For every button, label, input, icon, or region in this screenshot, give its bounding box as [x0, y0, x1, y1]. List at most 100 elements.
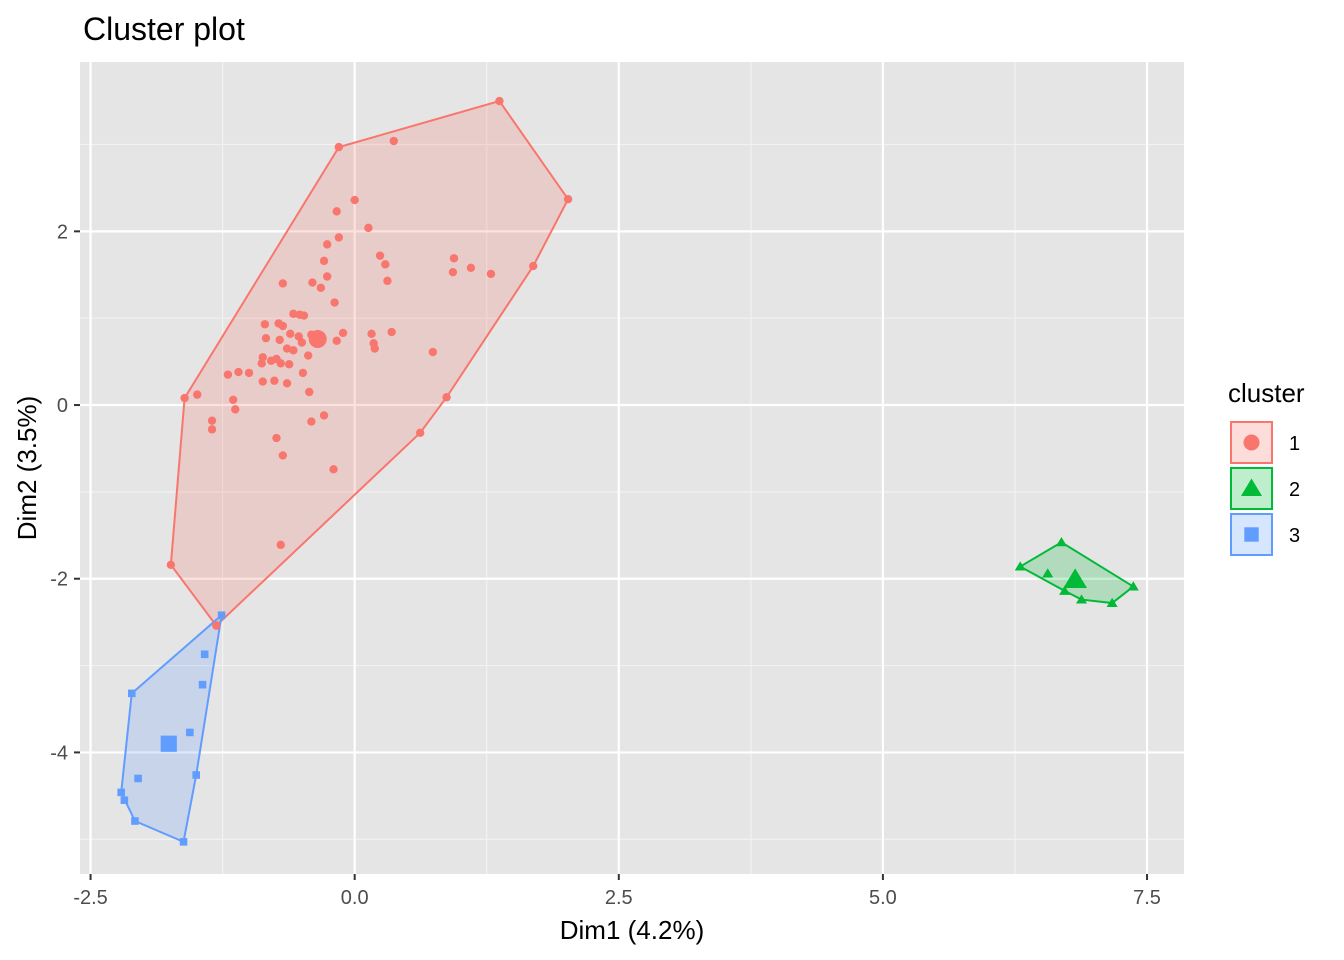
- cluster-1-point: [323, 272, 332, 281]
- cluster-1-point: [332, 207, 341, 216]
- cluster-1-point: [284, 360, 294, 369]
- legend-title: cluster: [1228, 378, 1305, 408]
- y-tick-label: 2: [57, 221, 68, 243]
- cluster-1-point: [180, 393, 189, 403]
- cluster-3-point: [186, 728, 194, 737]
- cluster-1-point: [449, 254, 459, 263]
- legend-symbol-3: [1244, 527, 1259, 542]
- legend: cluster 1 2 3: [1228, 378, 1305, 556]
- cluster-1-point: [278, 279, 288, 288]
- cluster-1-point: [338, 328, 348, 338]
- cluster-1-point: [307, 417, 316, 426]
- cluster-1-point: [486, 269, 496, 279]
- cluster-1-point: [282, 379, 292, 388]
- cluster-1-point: [529, 261, 538, 271]
- cluster-1-point: [442, 393, 451, 402]
- legend-symbol-2: [1241, 478, 1262, 496]
- y-tick-label: -4: [50, 742, 68, 764]
- cluster-1-point: [563, 195, 573, 204]
- cluster-2-center: [1063, 568, 1087, 589]
- x-tick-label: -2.5: [73, 887, 107, 909]
- cluster-1-point: [334, 142, 344, 152]
- cluster-1-point: [278, 451, 288, 460]
- cluster-1-point: [387, 327, 396, 337]
- cluster-1-point: [257, 359, 266, 368]
- cluster-1-point: [381, 260, 390, 269]
- cluster-1-point: [334, 233, 344, 242]
- cluster-1-point: [350, 195, 359, 205]
- legend-key-3: [1230, 513, 1273, 556]
- cluster-3-point: [117, 788, 125, 797]
- x-tick-label: 0.0: [341, 887, 369, 909]
- cluster-points: [117, 96, 1139, 846]
- cluster-3-point: [120, 796, 129, 804]
- cluster-1-point: [276, 359, 285, 368]
- cluster-1-point: [364, 223, 373, 233]
- cluster-1-point: [316, 283, 326, 292]
- x-axis: -2.5 0.0 2.5 5.0 7.5: [73, 874, 1161, 909]
- cluster-1-point: [298, 368, 308, 378]
- cluster-1-point: [428, 347, 438, 357]
- cluster-2-point: [1076, 594, 1088, 604]
- cluster-1-point: [305, 387, 314, 397]
- cluster-1-point: [383, 276, 392, 286]
- cluster-1-point: [466, 263, 476, 273]
- cluster-1-center: [308, 330, 327, 349]
- cluster-1-point: [319, 256, 329, 266]
- cluster-1-point: [261, 333, 271, 343]
- cluster-1-point: [495, 96, 504, 106]
- cluster-3-point: [198, 680, 207, 689]
- cluster-1-point: [448, 267, 458, 277]
- x-axis-title: Dim1 (4.2%): [560, 915, 704, 945]
- cluster-3-point: [179, 838, 188, 846]
- y-tick-label: 0: [57, 395, 68, 417]
- cluster-1-point: [212, 621, 221, 630]
- cluster-1-point: [275, 335, 284, 345]
- y-tick-label: -2: [50, 569, 68, 591]
- cluster-1-point: [234, 367, 243, 377]
- cluster-2-point: [1014, 561, 1026, 571]
- cluster-2-point: [1127, 581, 1139, 591]
- cluster-1-point: [278, 321, 288, 331]
- chart-title: Cluster plot: [83, 11, 245, 47]
- cluster-1-point: [223, 370, 233, 379]
- cluster-1-point: [389, 136, 398, 146]
- cluster-1-point: [267, 356, 276, 365]
- cluster-1-point: [272, 433, 281, 443]
- cluster-3-center: [160, 735, 177, 752]
- legend-symbol-1: [1243, 434, 1260, 451]
- cluster-1-point: [276, 540, 285, 550]
- legend-label-1: 1: [1289, 433, 1300, 455]
- cluster-3-point: [217, 611, 226, 619]
- cluster-1-point: [370, 344, 379, 353]
- cluster-1-point: [286, 329, 295, 339]
- cluster-1-point: [415, 428, 425, 438]
- cluster-1-point: [258, 377, 267, 386]
- legend-label-2: 2: [1289, 479, 1300, 501]
- x-tick-label: 7.5: [1133, 887, 1161, 909]
- cluster-1-point: [319, 411, 329, 420]
- cluster-3-point: [134, 774, 142, 783]
- cluster-1-point: [297, 338, 307, 347]
- cluster-1-point: [282, 344, 292, 353]
- cluster-1-point: [299, 311, 309, 320]
- y-axis-title: Dim2 (3.5%): [12, 396, 42, 540]
- cluster-3-point: [192, 771, 200, 779]
- minor-gridlines: [80, 62, 1184, 874]
- cluster-1-point: [270, 376, 279, 385]
- cluster-1-point: [367, 329, 376, 339]
- cluster-2-point: [1055, 537, 1067, 547]
- cluster-1-point: [330, 298, 339, 307]
- cluster-3-point: [200, 650, 209, 659]
- x-tick-label: 5.0: [869, 887, 897, 909]
- cluster-1-point: [207, 416, 217, 425]
- cluster-1-point: [166, 560, 176, 570]
- cluster-1-point: [228, 395, 238, 405]
- cluster-1-hull: [169, 99, 570, 628]
- cluster-1-point: [244, 368, 254, 378]
- plot-panel: [80, 62, 1184, 874]
- cluster-1-point: [289, 309, 298, 319]
- cluster-1-point: [303, 351, 313, 360]
- cluster-1-point: [329, 465, 338, 474]
